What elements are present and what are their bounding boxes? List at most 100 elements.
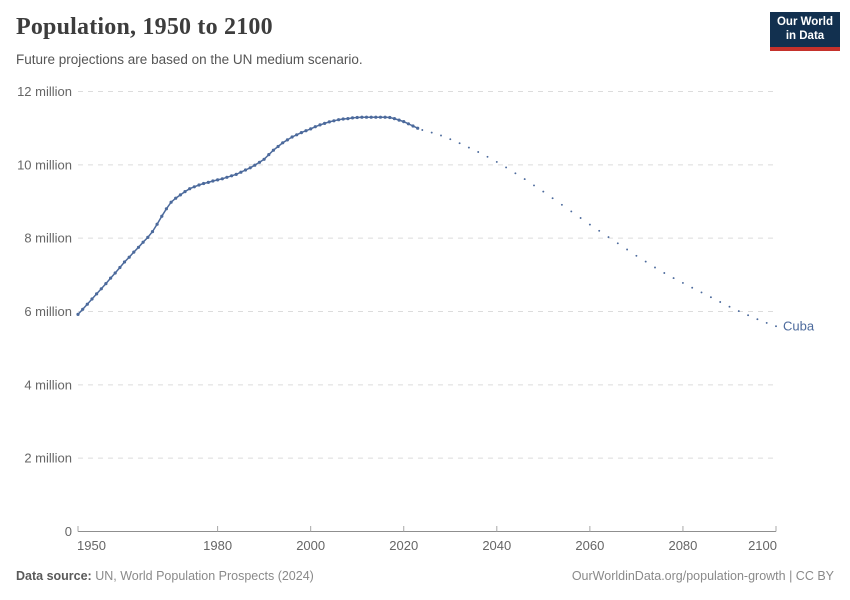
data-point[interactable]	[220, 177, 224, 181]
data-point[interactable]	[313, 125, 317, 129]
projected-data-point[interactable]	[551, 197, 554, 200]
projected-data-point[interactable]	[737, 310, 740, 313]
data-point[interactable]	[164, 207, 168, 211]
projected-data-point[interactable]	[598, 229, 601, 232]
data-point[interactable]	[169, 200, 173, 204]
projected-data-point[interactable]	[635, 254, 638, 257]
projected-data-point[interactable]	[560, 203, 563, 206]
projected-data-point[interactable]	[486, 155, 489, 158]
projected-data-point[interactable]	[681, 281, 684, 284]
attribution-link[interactable]: OurWorldinData.org/population-growth | C…	[571, 569, 834, 583]
data-point[interactable]	[146, 235, 150, 239]
data-point[interactable]	[257, 160, 262, 164]
data-point[interactable]	[95, 292, 99, 296]
projected-data-point[interactable]	[626, 248, 629, 251]
projected-data-point[interactable]	[477, 151, 480, 153]
data-point[interactable]	[332, 119, 336, 123]
data-point[interactable]	[211, 179, 215, 183]
projected-data-point[interactable]	[458, 142, 461, 145]
data-point[interactable]	[113, 271, 117, 275]
our-world-in-data-logo[interactable]: Our World in Data	[770, 12, 840, 51]
data-point[interactable]	[397, 118, 401, 122]
data-point[interactable]	[299, 131, 303, 135]
projected-data-point[interactable]	[607, 236, 610, 239]
projected-data-point[interactable]	[570, 210, 573, 213]
data-point[interactable]	[369, 115, 373, 119]
data-point[interactable]	[132, 250, 136, 254]
projected-data-point[interactable]	[533, 184, 535, 187]
projected-data-point[interactable]	[775, 325, 777, 328]
data-point[interactable]	[183, 190, 187, 194]
data-point[interactable]	[206, 180, 210, 184]
projected-data-point[interactable]	[588, 223, 591, 226]
data-point[interactable]	[383, 115, 387, 119]
projected-data-point[interactable]	[747, 314, 750, 317]
data-point[interactable]	[295, 133, 299, 137]
data-point[interactable]	[192, 185, 196, 189]
data-point[interactable]	[364, 115, 369, 119]
data-point[interactable]	[416, 126, 420, 130]
data-point[interactable]	[122, 260, 127, 264]
projected-data-point[interactable]	[644, 260, 647, 263]
projected-data-point[interactable]	[709, 296, 712, 299]
data-point[interactable]	[118, 265, 122, 270]
projected-data-point[interactable]	[756, 318, 759, 321]
data-point[interactable]	[155, 222, 159, 226]
data-point[interactable]	[150, 230, 155, 234]
data-point[interactable]	[99, 287, 103, 291]
entity-label-cuba[interactable]: Cuba	[783, 319, 815, 334]
data-point[interactable]	[234, 172, 238, 176]
projected-data-point[interactable]	[616, 242, 619, 245]
projected-data-point[interactable]	[449, 138, 452, 141]
data-point[interactable]	[406, 122, 410, 126]
projected-data-point[interactable]	[579, 217, 582, 219]
data-point[interactable]	[202, 181, 206, 186]
projected-data-point[interactable]	[440, 134, 442, 137]
data-point[interactable]	[346, 117, 350, 121]
data-point[interactable]	[141, 240, 145, 244]
data-point[interactable]	[188, 187, 192, 191]
data-point[interactable]	[355, 115, 359, 120]
projected-data-point[interactable]	[654, 266, 656, 269]
projected-data-point[interactable]	[430, 131, 433, 134]
data-point[interactable]	[276, 144, 280, 149]
data-point[interactable]	[239, 170, 243, 174]
data-point[interactable]	[81, 307, 85, 311]
data-point[interactable]	[309, 127, 313, 131]
data-point[interactable]	[197, 183, 201, 187]
projected-data-point[interactable]	[728, 305, 731, 308]
data-point[interactable]	[350, 116, 355, 120]
data-point[interactable]	[285, 138, 289, 142]
data-point[interactable]	[109, 276, 113, 280]
projected-data-point[interactable]	[672, 277, 675, 280]
data-point[interactable]	[104, 282, 108, 286]
data-point[interactable]	[323, 121, 327, 125]
data-point[interactable]	[411, 124, 415, 128]
data-point[interactable]	[304, 129, 308, 133]
data-point[interactable]	[225, 175, 229, 179]
data-point[interactable]	[402, 120, 406, 124]
projected-data-point[interactable]	[467, 146, 470, 149]
data-point[interactable]	[230, 174, 234, 178]
data-point[interactable]	[253, 163, 257, 167]
projected-data-point[interactable]	[691, 286, 694, 289]
data-point[interactable]	[267, 153, 271, 157]
data-point[interactable]	[388, 115, 392, 120]
data-point[interactable]	[337, 118, 341, 122]
data-point[interactable]	[85, 302, 89, 306]
projected-data-point[interactable]	[495, 160, 498, 163]
data-point[interactable]	[392, 117, 396, 121]
data-point[interactable]	[271, 148, 275, 152]
data-point[interactable]	[160, 214, 164, 218]
data-point[interactable]	[136, 245, 141, 249]
data-point[interactable]	[174, 196, 178, 200]
data-point[interactable]	[327, 120, 331, 124]
data-point[interactable]	[243, 168, 248, 172]
data-point[interactable]	[378, 115, 383, 119]
data-point[interactable]	[127, 255, 131, 259]
data-point[interactable]	[262, 157, 266, 161]
projected-data-point[interactable]	[505, 166, 508, 169]
data-point[interactable]	[216, 178, 220, 182]
data-point[interactable]	[76, 312, 80, 316]
